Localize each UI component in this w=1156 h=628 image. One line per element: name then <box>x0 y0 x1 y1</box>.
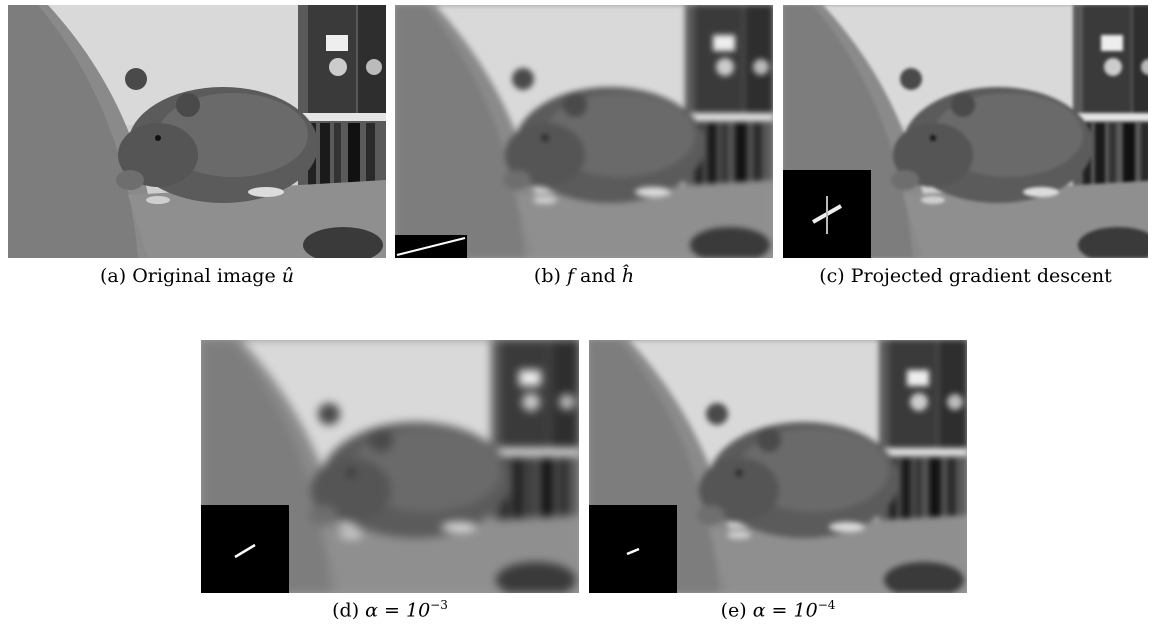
blurred-image <box>395 5 773 258</box>
caption-a: (a) Original image û <box>100 265 294 287</box>
panel-d-alpha-1e-3 <box>201 340 579 593</box>
caption-b: (b) f and ĥ <box>533 265 635 287</box>
caption-e: (e) α = 10−4 <box>720 598 836 622</box>
panel-c-projected-gradient <box>783 5 1148 258</box>
kernel-inset-c <box>783 170 871 258</box>
caption-c: (c) Projected gradient descent <box>819 265 1112 287</box>
panel-b-blurred-image <box>395 5 773 258</box>
caption-d: (d) α = 10−3 <box>332 598 448 622</box>
kernel-inset-e <box>589 505 677 593</box>
kernel-inset-d <box>201 505 289 593</box>
panel-e-alpha-1e-4 <box>589 340 967 593</box>
original-image <box>8 5 386 258</box>
panel-a-original-image <box>8 5 386 258</box>
kernel-inset-b <box>395 235 467 258</box>
